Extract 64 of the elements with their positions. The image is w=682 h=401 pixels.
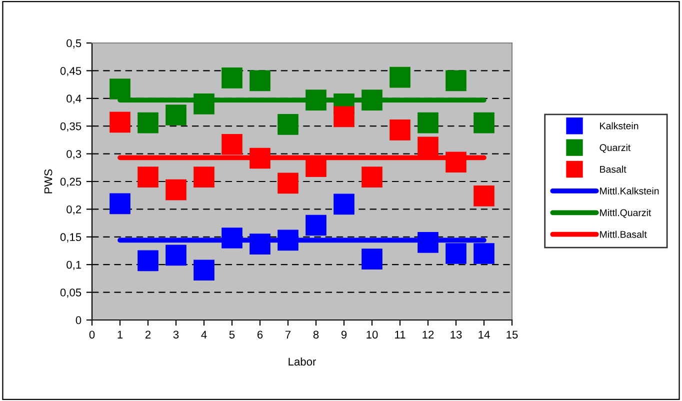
point xyxy=(222,67,242,88)
point xyxy=(278,114,298,135)
y-tick-label: 0,4 xyxy=(66,94,82,104)
x-tick-label: 8 xyxy=(313,330,319,339)
point xyxy=(474,112,494,134)
x-tick-label: 1 xyxy=(118,330,123,338)
point xyxy=(446,243,466,264)
x-tick-label: 0 xyxy=(89,330,95,339)
legend-label: Mittl.Kalkstein xyxy=(600,187,659,194)
point xyxy=(166,179,186,200)
y-tick-label: 0,2 xyxy=(66,205,82,215)
y-tick-label: 0,25 xyxy=(60,178,82,187)
point xyxy=(110,112,130,133)
point xyxy=(194,166,214,188)
y-tick-label: 0,45 xyxy=(60,66,82,76)
point xyxy=(334,106,354,128)
x-tick-label: 12 xyxy=(422,330,434,338)
y-tick-label: 0,15 xyxy=(60,233,82,242)
y-tick-label: 0,5 xyxy=(66,39,82,48)
x-tick-label: 14 xyxy=(478,330,490,338)
point xyxy=(362,166,382,188)
x-tick-label: 7 xyxy=(285,330,291,338)
point xyxy=(138,166,158,188)
x-tick-label: 15 xyxy=(506,330,518,339)
point xyxy=(306,214,326,236)
point xyxy=(390,120,410,140)
legend-label: Mittl.Basalt xyxy=(600,230,647,238)
x-tick-label: 9 xyxy=(341,330,347,339)
point xyxy=(138,112,158,134)
x-axis-title: Labor xyxy=(288,357,316,366)
point xyxy=(334,194,354,215)
x-tick-label: 13 xyxy=(450,330,462,339)
point xyxy=(194,260,214,281)
point xyxy=(278,172,298,194)
x-tick-label: 11 xyxy=(395,330,406,338)
x-tick-label: 4 xyxy=(201,330,207,338)
point xyxy=(418,112,438,134)
point xyxy=(222,134,242,155)
point xyxy=(474,243,494,264)
point xyxy=(138,250,158,272)
y-tick-label: 0 xyxy=(76,316,82,324)
point xyxy=(250,70,270,92)
legend-label: Basalt xyxy=(600,166,626,173)
y-tick-label: 0,3 xyxy=(66,150,82,160)
point xyxy=(166,244,186,266)
x-tick-label: 3 xyxy=(173,330,179,339)
point xyxy=(474,185,494,206)
y-axis-title: PWS xyxy=(44,169,52,194)
point xyxy=(110,78,130,100)
y-tick-label: 0,1 xyxy=(66,260,82,270)
x-tick-label: 6 xyxy=(257,330,263,339)
y-tick-label: 0,35 xyxy=(60,122,82,132)
legend-label: Kalkstein xyxy=(600,122,638,130)
legend-label: Mittl.Quarzit xyxy=(600,209,652,218)
point xyxy=(110,193,130,214)
point xyxy=(166,104,186,126)
point xyxy=(362,248,382,270)
point xyxy=(446,70,466,92)
x-tick-label: 10 xyxy=(366,330,378,339)
legend-label: Quarzit xyxy=(600,144,631,153)
y-tick-label: 0,05 xyxy=(60,288,82,298)
x-tick-label: 5 xyxy=(229,330,235,339)
point xyxy=(390,66,410,88)
x-tick-label: 2 xyxy=(145,330,151,338)
